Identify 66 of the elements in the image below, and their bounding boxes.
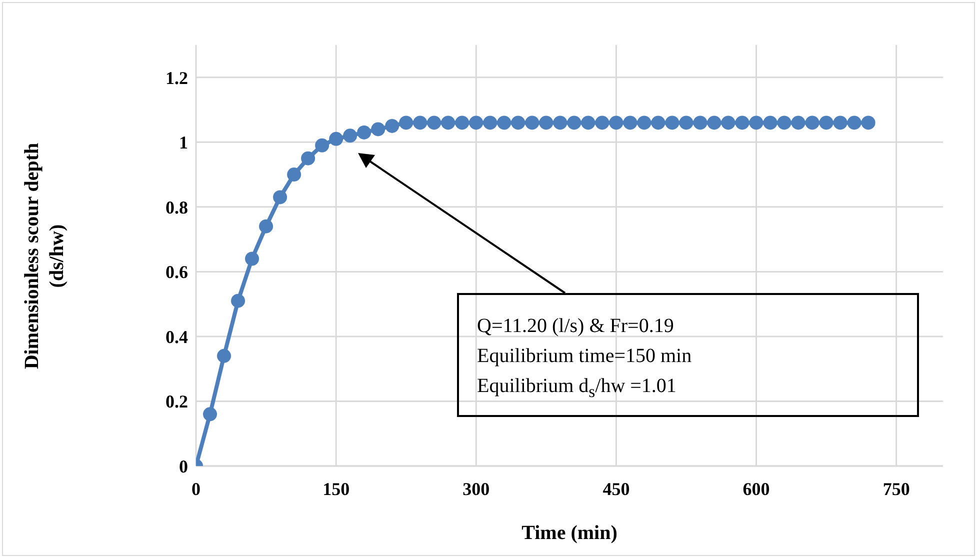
point: [399, 116, 414, 130]
point: [553, 116, 568, 130]
point: [301, 151, 316, 166]
point: [511, 116, 526, 130]
point: [861, 116, 876, 130]
point: [497, 116, 512, 130]
point: [455, 116, 470, 130]
point: [735, 116, 750, 130]
point: [595, 116, 610, 130]
y-axis-title: Dimensionless scour depth (ds/hw): [20, 141, 69, 371]
point: [623, 116, 638, 130]
point: [203, 407, 218, 422]
point: [385, 118, 400, 133]
y-tick-label: 0: [179, 456, 188, 476]
y-tick-label: 0.8: [166, 197, 188, 218]
point: [539, 116, 554, 130]
point: [371, 122, 386, 136]
point: [413, 116, 428, 130]
x-axis-title: Time (min): [520, 522, 618, 545]
point: [791, 116, 806, 130]
point: [427, 116, 442, 130]
y-tick-label: 0.6: [166, 262, 188, 282]
point: [329, 132, 344, 146]
point: [707, 116, 722, 130]
annotation: Q=11.20 (l/s) & Fr=0.19: [477, 314, 675, 339]
x-tick-label: 300: [462, 478, 490, 499]
point: [819, 116, 834, 130]
point: [287, 168, 302, 182]
point: [609, 116, 624, 130]
x-tick-label: 0: [192, 478, 200, 499]
x-tick-label: 600: [742, 478, 770, 499]
point: [483, 116, 498, 130]
point: [357, 125, 372, 140]
annotation: Equilibrium time=150 min: [477, 344, 693, 369]
point: [777, 116, 792, 130]
point: [273, 190, 288, 204]
point: [343, 128, 358, 143]
point: [847, 116, 862, 130]
point: [833, 116, 848, 130]
point: [693, 116, 708, 130]
x-tick-label: 450: [602, 478, 630, 499]
point: [525, 116, 540, 130]
point: [763, 116, 778, 130]
point: [637, 116, 652, 130]
point: [651, 116, 666, 130]
point: [581, 116, 596, 130]
point: [665, 116, 680, 130]
x-tick-label: 750: [882, 478, 910, 499]
point: [679, 116, 694, 130]
point: [805, 116, 820, 130]
point: [315, 138, 330, 152]
y-tick-label: 0.4: [166, 326, 188, 347]
annotation: Equilibrium d$_{s}$/hw =1.01: [477, 374, 678, 403]
x-tick-label: 150: [322, 478, 350, 499]
y-tick-label: 1: [179, 132, 188, 153]
point: [259, 219, 274, 234]
point: [231, 294, 246, 308]
y-tick-label: 1.2: [166, 68, 188, 88]
point: [721, 116, 736, 130]
point: [749, 116, 764, 130]
point: [469, 116, 484, 130]
point: [217, 348, 232, 363]
point: [441, 116, 456, 130]
point: [567, 116, 582, 130]
y-tick-label: 0.2: [166, 392, 188, 412]
point: [245, 252, 260, 266]
